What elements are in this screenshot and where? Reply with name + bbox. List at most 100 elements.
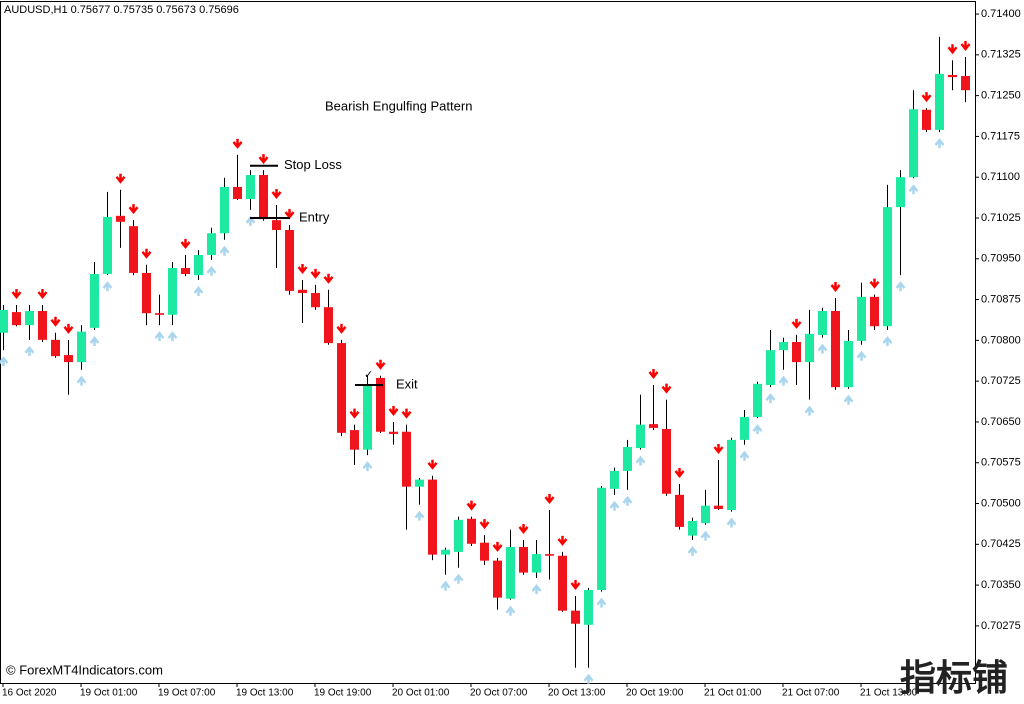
candle-body	[376, 377, 385, 432]
buy-arrow	[908, 184, 919, 195]
y-tick-label: 0.70875	[981, 293, 1021, 305]
sell-arrow	[11, 289, 22, 300]
candle-body	[402, 431, 411, 487]
candle-body	[25, 311, 34, 326]
x-tick-label: 19 Oct 19:00	[314, 688, 372, 699]
sell-arrow	[518, 523, 529, 534]
x-tick-label: 20 Oct 13:00	[548, 688, 606, 699]
candle-body	[194, 254, 203, 276]
candle-body	[844, 340, 853, 388]
buy-arrow	[856, 350, 867, 361]
buy-arrow	[934, 138, 945, 149]
candle-body	[584, 590, 593, 625]
candle-body	[246, 175, 255, 199]
sell-arrow	[141, 248, 152, 259]
x-tick-label: 19 Oct 13:00	[236, 688, 294, 699]
sell-arrow	[375, 359, 386, 370]
candle-body	[337, 343, 346, 433]
candle-body	[597, 487, 606, 590]
candle-body	[506, 547, 515, 599]
candle-body	[155, 313, 164, 315]
sell-arrow	[869, 278, 880, 289]
buy-arrow	[687, 545, 698, 556]
y-tick-label: 0.70500	[981, 497, 1021, 509]
candle-body	[714, 505, 723, 509]
candle-body	[610, 470, 619, 489]
plot-frame	[0, 1, 976, 684]
buy-arrow	[596, 597, 607, 608]
candle-body	[77, 331, 86, 363]
buy-arrow	[882, 336, 893, 347]
sell-arrow	[830, 281, 841, 292]
x-tick-label: 20 Oct 07:00	[470, 688, 528, 699]
candle-body	[428, 479, 437, 555]
candle-body	[935, 73, 944, 130]
sell-arrow	[258, 154, 269, 165]
candle-body	[779, 342, 788, 351]
candle-body	[51, 339, 60, 357]
candle-body	[753, 383, 762, 418]
y-tick-label: 0.71025	[981, 212, 1021, 224]
sell-arrow	[310, 268, 321, 279]
y-tick-label: 0.70275	[981, 620, 1021, 632]
buy-arrow	[102, 281, 113, 292]
candle-body	[558, 555, 567, 611]
buy-arrow	[440, 580, 451, 591]
sell-arrow	[297, 264, 308, 275]
candle-body	[350, 430, 359, 450]
buy-arrow	[453, 573, 464, 584]
candle-body	[740, 417, 749, 440]
candle-body	[467, 518, 476, 544]
candle-body	[870, 296, 879, 327]
candle-body	[64, 355, 73, 363]
candle-body	[662, 429, 671, 494]
buy-arrow	[193, 285, 204, 296]
buy-arrow	[739, 450, 750, 461]
chart-title: Bearish Engulfing Pattern	[325, 98, 472, 113]
x-tick-label: 20 Oct 19:00	[626, 688, 684, 699]
sell-arrow	[544, 494, 555, 505]
sell-arrow	[63, 323, 74, 334]
sell-arrow	[180, 238, 191, 249]
candle-body	[922, 109, 931, 130]
buy-arrow	[531, 584, 542, 595]
sell-arrow	[401, 408, 412, 419]
y-tick-label: 0.70800	[981, 334, 1021, 346]
buy-arrow	[167, 331, 178, 342]
candle-body	[285, 229, 294, 291]
level-mark: ✓	[364, 369, 373, 381]
x-tick-label: 21 Oct 07:00	[782, 688, 840, 699]
buy-arrow	[583, 673, 594, 684]
candle-body	[792, 342, 801, 363]
candle-body	[454, 519, 463, 552]
level-label: Entry	[299, 209, 330, 224]
candle-body	[90, 274, 99, 328]
candle-body	[766, 350, 775, 385]
sell-arrow	[921, 92, 932, 103]
y-tick-label: 0.71250	[981, 90, 1021, 102]
sell-arrow	[466, 500, 477, 511]
y-tick-label: 0.70950	[981, 253, 1021, 265]
symbol-info: AUDUSD,H1 0.75677 0.75735 0.75673 0.7569…	[4, 4, 239, 16]
buy-arrow	[154, 331, 165, 342]
x-tick-label: 21 Oct 01:00	[704, 688, 762, 699]
sell-arrow	[37, 289, 48, 300]
candle-body	[883, 207, 892, 327]
candle-body	[298, 289, 307, 294]
candle-body	[727, 439, 736, 511]
candle-body	[805, 333, 814, 363]
candle-body	[363, 386, 372, 450]
buy-arrow	[505, 605, 516, 616]
candle-body	[675, 494, 684, 527]
buy-arrow	[752, 424, 763, 435]
sell-arrow	[50, 316, 61, 327]
candle-body	[38, 311, 47, 340]
x-tick-label: 20 Oct 01:00	[392, 688, 450, 699]
sell-arrow	[960, 41, 971, 52]
sell-arrow	[674, 467, 685, 478]
candle-body	[142, 272, 151, 314]
sell-arrow	[947, 44, 958, 55]
sell-arrow	[349, 408, 360, 419]
candle-body	[961, 76, 970, 91]
